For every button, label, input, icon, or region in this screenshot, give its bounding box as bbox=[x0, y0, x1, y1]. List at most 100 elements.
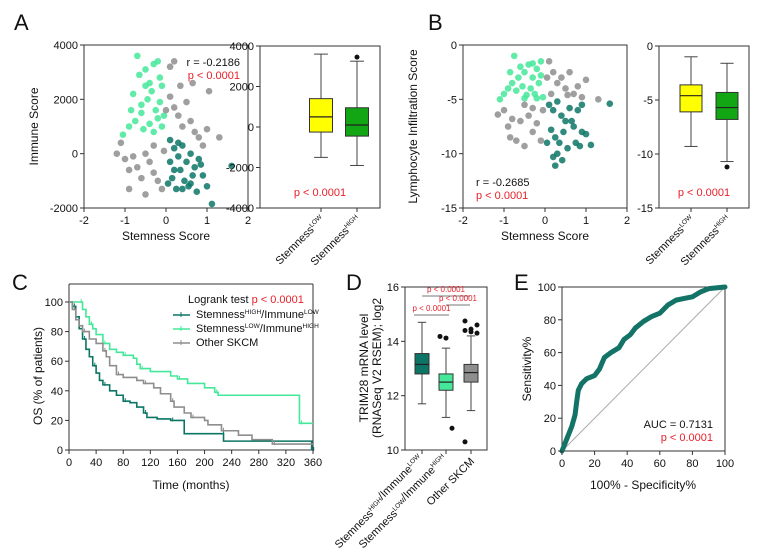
panel-c-survival-xtick-label: 120 bbox=[141, 457, 159, 469]
panel-b-scatter-point-other bbox=[494, 111, 502, 118]
panel-a-scatter-point-other bbox=[166, 63, 174, 71]
panel-b-boxplot bbox=[658, 45, 750, 209]
panel-b-scatter-point-stem_high_imm_low bbox=[566, 104, 573, 112]
panel-c-survival-xtick-label: 40 bbox=[90, 457, 102, 469]
panel-b-scatter-point-stem_low_imm_high bbox=[510, 52, 518, 60]
panel-b-scatter-point-stem_high_imm_low bbox=[576, 142, 584, 150]
panel-b-scatter-point-stem_high_imm_low bbox=[582, 130, 590, 138]
panel-b-scatter-ytick-label: -15 bbox=[441, 203, 457, 215]
panel-a-boxplot-p-value: p < 0.0001 bbox=[294, 187, 346, 199]
panel-b-boxplot-ytick-label: -5 bbox=[643, 95, 653, 107]
panel-a-scatter-point-stem_high_imm_low bbox=[187, 180, 194, 187]
panel-b-scatter-ytick-label: 0 bbox=[451, 40, 457, 52]
panel-d-boxplot-outlier bbox=[462, 327, 468, 333]
panel-b-scatter-point-other bbox=[521, 142, 528, 150]
panel-d-boxplot-outlier bbox=[468, 326, 474, 332]
panel-c-survival-xtick-label: 0 bbox=[66, 457, 72, 469]
panel-e-roc-ytick-label: 0 bbox=[550, 446, 556, 458]
panel-e-roc-auc: AUC = 0.7131 bbox=[644, 419, 713, 431]
panel-a-scatter-point-stem_low_imm_high bbox=[142, 66, 149, 73]
panel-a-scatter-point-stem_low_imm_high bbox=[156, 74, 164, 81]
panel-a-boxplot-category-superscript: LOW bbox=[308, 213, 324, 229]
panel-d-boxplot-comparison-p: p < 0.0001 bbox=[412, 304, 451, 313]
panel-a-scatter-point-stem_high_imm_low bbox=[189, 172, 196, 179]
panel-d-boxplot-ylabel: TRIM28 mRNA level(RNASeq V2 RSEM); log2 bbox=[357, 298, 384, 438]
panel-a-scatter-point-stem_low_imm_high bbox=[154, 58, 162, 65]
panel-c-survival-ytick-label: 0 bbox=[57, 445, 63, 457]
panel-b-scatter-point-other bbox=[582, 76, 590, 84]
panel-c-survival-xtick-label: 160 bbox=[168, 457, 186, 469]
panel-c-survival-logrank-label: Logrank test bbox=[188, 294, 252, 306]
panel-b-scatter-ytick-label: -10 bbox=[441, 149, 457, 161]
panel-b-scatter-point-stem_high_imm_low bbox=[558, 156, 566, 164]
panel-c-survival-xlabel: Time (months) bbox=[153, 478, 230, 492]
panel-c-survival-logrank-p: p < 0.0001 bbox=[252, 294, 304, 306]
panel-b-boxplot-ytick-label: -10 bbox=[637, 149, 653, 161]
panel-b-scatter-point-other bbox=[543, 74, 551, 81]
panel-a-scatter-point-stem_high_imm_low bbox=[203, 182, 211, 190]
panel-b-scatter-point-other bbox=[537, 137, 545, 144]
panel-a-scatter-point-stem_low_imm_high bbox=[148, 87, 155, 95]
panel-a-scatter-point-other bbox=[134, 163, 141, 171]
panel-a-scatter-point-stem_high_imm_low bbox=[187, 150, 194, 157]
panel-e-roc-xtick-label: 80 bbox=[686, 458, 698, 470]
panel-a-scatter-point-stem_high_imm_low bbox=[183, 158, 190, 166]
panel-a-scatter-point-other bbox=[189, 79, 196, 87]
panel-b-scatter-p-value: p < 0.0001 bbox=[476, 190, 528, 202]
panel-b-scatter-point-other bbox=[566, 68, 573, 76]
panel-b-scatter-point-stem_low_imm_high bbox=[519, 82, 526, 90]
panel-a-scatter-point-other bbox=[142, 150, 149, 157]
panel-a-boxplot-box bbox=[345, 107, 369, 137]
panel-d-boxplot-box bbox=[414, 353, 430, 375]
panel-a-scatter-point-stem_low_imm_high bbox=[140, 125, 147, 133]
panel-a-scatter-point-other bbox=[125, 166, 133, 174]
panel-d-boxplot-outlier bbox=[474, 330, 480, 336]
panel-a-scatter-point-stem_low_imm_high bbox=[144, 96, 151, 103]
panel-a-scatter-point-other bbox=[199, 142, 207, 149]
panel-c-survival-legend-title: Logrank test p < 0.0001 bbox=[188, 294, 304, 306]
panel-a-scatter-ytick-label: 2000 bbox=[54, 94, 78, 106]
panel-a-scatter-point-stem_high_imm_low bbox=[170, 166, 178, 174]
panel-b-scatter-ylabel: Lymphocyte Infiltration Score bbox=[406, 49, 420, 204]
panel-letter-C: C bbox=[12, 270, 28, 295]
panel-b-boxplot-frame bbox=[658, 45, 750, 209]
panel-a-scatter-point-other bbox=[170, 104, 178, 111]
panel-a-scatter-point-other bbox=[160, 147, 168, 155]
panel-e-roc-reference-diagonal bbox=[561, 286, 726, 452]
panel-b-scatter-xtick-label: 2 bbox=[624, 215, 630, 227]
panel-a-scatter-point-stem_high_imm_low bbox=[179, 185, 186, 193]
panel-a-scatter-point-stem_low_imm_high bbox=[150, 128, 157, 136]
panel-d-boxplot-comparison-p: p < 0.0001 bbox=[427, 285, 466, 294]
panel-b-scatter-point-stem_high_imm_low bbox=[587, 141, 595, 149]
panel-letter-B: B bbox=[428, 10, 443, 35]
panel-b-scatter-point-stem_low_imm_high bbox=[529, 74, 536, 81]
panel-b-scatter-point-stem_high_imm_low bbox=[568, 117, 575, 125]
panel-c-survival-curve-other bbox=[69, 301, 313, 445]
panel-e-roc-xtick-label: 100 bbox=[716, 458, 734, 470]
panel-a-scatter-point-other bbox=[158, 185, 166, 193]
panel-c-survival-ytick-label: 100 bbox=[45, 297, 63, 309]
panel-a-scatter-ytick-label: -2000 bbox=[50, 203, 78, 215]
panel-d-boxplot-outlier bbox=[437, 333, 443, 339]
panel-a-scatter-point-stem_low_imm_high bbox=[129, 90, 137, 98]
panel-a-scatter-point-stem_high_imm_low bbox=[195, 155, 203, 163]
panel-b-scatter-xtick-label: 1 bbox=[583, 215, 589, 227]
panel-e-roc-xtick-label: 40 bbox=[621, 458, 633, 470]
panel-b-scatter-ytick-label: -5 bbox=[447, 94, 457, 106]
panel-a-scatter-point-stem_low_imm_high bbox=[160, 112, 168, 119]
panel-letter-D: D bbox=[346, 270, 362, 295]
panel-b-scatter-point-stem_low_imm_high bbox=[496, 96, 504, 103]
panel-a-boxplot-ytick-label: -2000 bbox=[226, 163, 254, 175]
panel-a-scatter-point-other bbox=[187, 117, 194, 125]
panel-b-scatter-point-stem_high_imm_low bbox=[570, 123, 577, 130]
panel-a-scatter-point-other bbox=[150, 169, 157, 176]
panel-c-survival-ytick-label: 80 bbox=[51, 327, 63, 339]
panel-b-scatter-point-stem_high_imm_low bbox=[562, 117, 569, 125]
panel-c-survival-xtick-label: 280 bbox=[250, 457, 268, 469]
panel-a-scatter-point-other bbox=[129, 153, 137, 160]
panel-a-scatter-point-stem_high_imm_low bbox=[181, 177, 188, 185]
panel-b-scatter-point-stem_high_imm_low bbox=[560, 128, 567, 136]
panel-e-roc-ytick-label: 60 bbox=[544, 348, 556, 360]
panel-a-scatter-point-other bbox=[170, 58, 178, 65]
panel-c-survival-ylabel: OS (% of patients) bbox=[31, 327, 45, 425]
